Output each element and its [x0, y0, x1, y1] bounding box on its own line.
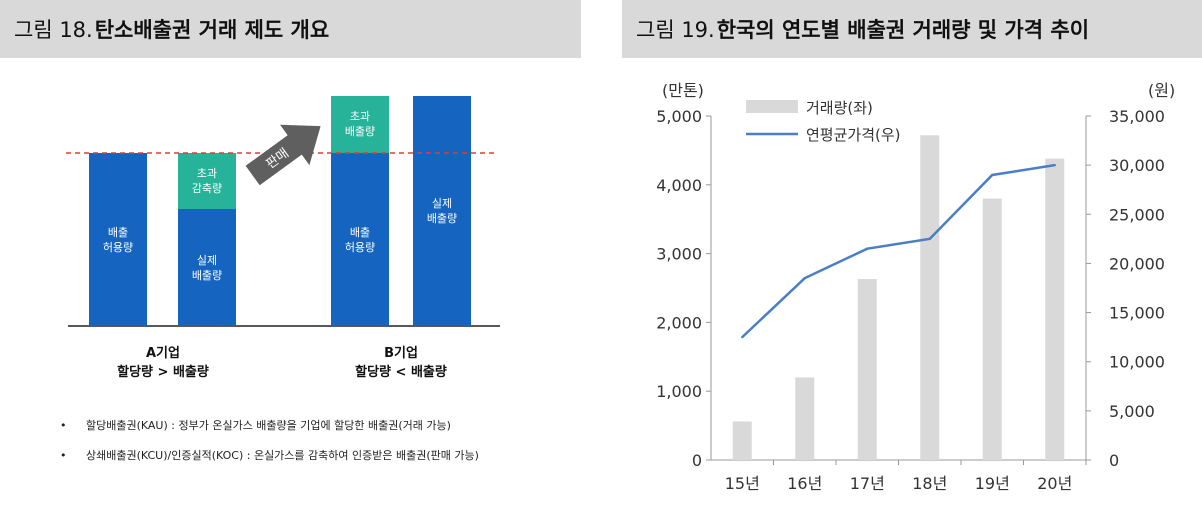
x-tick-label: 20년 [1037, 474, 1072, 493]
price-point [741, 335, 744, 339]
figure-19-number: 그림 19. [636, 18, 715, 42]
a-allowance-bar [89, 153, 147, 326]
legend-price-label: 연평균가격(우) [806, 126, 901, 144]
x-tick-label: 15년 [725, 474, 760, 493]
a-actual-label-2: 배출량 [192, 269, 222, 282]
right-tick-label: 35,000 [1109, 107, 1165, 126]
company-b-name: B기업 [384, 346, 418, 361]
price-line [741, 163, 1055, 339]
volume-bar [732, 421, 752, 460]
figure-18-title-text: 탄소배출권 거래 제도 개요 [94, 18, 330, 42]
b-allowance-label-2: 허용량 [345, 241, 375, 254]
b-allowance-bar [331, 153, 389, 326]
x-tick-label: 18년 [912, 474, 947, 493]
volume-bar [920, 135, 940, 460]
volume-bar [982, 198, 1002, 460]
price-point [991, 173, 994, 177]
left-tick-label: 2,000 [656, 313, 702, 332]
a-actual-label-1: 실제 [197, 254, 217, 267]
x-tick-label: 19년 [975, 474, 1010, 493]
x-tick-label: 17년 [850, 474, 885, 493]
figure-18-title: 그림 18. 탄소배출권 거래 제도 개요 [0, 0, 581, 58]
sell-arrow: 판매 [245, 124, 321, 186]
right-tick-label: 25,000 [1109, 205, 1165, 224]
right-axis-unit: (원) [1148, 81, 1175, 100]
b-actual-label-2: 배출량 [427, 212, 457, 225]
b-allowance-label-1: 배출 [350, 226, 370, 239]
a-actual-emission-bar [178, 209, 236, 326]
x-tick-label: 16년 [787, 474, 822, 493]
figure-18-number: 그림 18. [14, 18, 93, 42]
right-tick-label: 20,000 [1109, 254, 1165, 273]
a-allowance-label-2: 허용량 [103, 241, 133, 254]
definition-list: 할당배출권(KAU) : 정부가 온실가스 배출량을 기업에 할당한 배출권(거… [60, 418, 479, 478]
price-point [1053, 163, 1056, 167]
b-excess-label-1: 초과 [350, 110, 370, 123]
sell-arrow-icon [245, 124, 321, 186]
left-tick-label: 0 [692, 451, 702, 470]
b-excess-label-2: 배출량 [345, 125, 375, 138]
left-axis-unit: (만톤) [662, 81, 704, 100]
legend-volume-swatch [746, 100, 798, 113]
figure-19-title: 그림 19. 한국의 연도별 배출권 거래량 및 가격 추이 [622, 0, 1202, 58]
a-allowance-label-1: 배출 [108, 226, 128, 239]
right-tick-label: 15,000 [1109, 304, 1165, 323]
company-a-name: A기업 [146, 346, 180, 361]
right-tick-label: 0 [1109, 451, 1119, 470]
definition-item-kcu-koc: 상쇄배출권(KCU)/인증실적(KOC) : 온실가스를 감축하여 인증받은 배… [60, 448, 479, 478]
emission-trading-diagram: 배출 허용량 초과 감축량 실제 배출량 초과 배출량 배출 허용량 실제 배출… [66, 96, 500, 380]
company-b-relation: 할당량 < 배출량 [355, 364, 447, 380]
trade-volume-price-chart: 0 1,000 2,000 3,000 4,000 5,000 0 5,000 10,000 15… [656, 81, 1175, 493]
company-a-relation: 할당량 > 배출량 [117, 364, 209, 380]
a-excess-label-1: 초과 [197, 167, 217, 180]
legend-volume-label: 거래량(좌) [806, 99, 873, 117]
left-tick-label: 5,000 [656, 107, 702, 126]
definition-item-kau: 할당배출권(KAU) : 정부가 온실가스 배출량을 기업에 할당한 배출권(거… [60, 418, 479, 448]
price-point [803, 276, 806, 280]
b-actual-label-1: 실제 [432, 197, 452, 210]
right-tick-label: 30,000 [1109, 156, 1165, 175]
b-actual-emission-bar [413, 96, 471, 326]
volume-bar [857, 279, 877, 460]
left-tick-label: 1,000 [656, 382, 702, 401]
volume-bar [1045, 158, 1065, 460]
left-tick-label: 4,000 [656, 176, 702, 195]
price-point [928, 237, 931, 241]
left-tick-label: 3,000 [656, 245, 702, 264]
a-excess-reduction-bar [178, 153, 236, 209]
right-tick-label: 5,000 [1109, 402, 1155, 421]
b-excess-emission-bar [331, 96, 389, 153]
volume-bar [795, 377, 815, 460]
a-excess-label-2: 감축량 [192, 182, 222, 195]
price-point [866, 247, 869, 250]
figure-19-title-text: 한국의 연도별 배출권 거래량 및 가격 추이 [716, 18, 1090, 42]
right-tick-label: 10,000 [1109, 353, 1165, 372]
